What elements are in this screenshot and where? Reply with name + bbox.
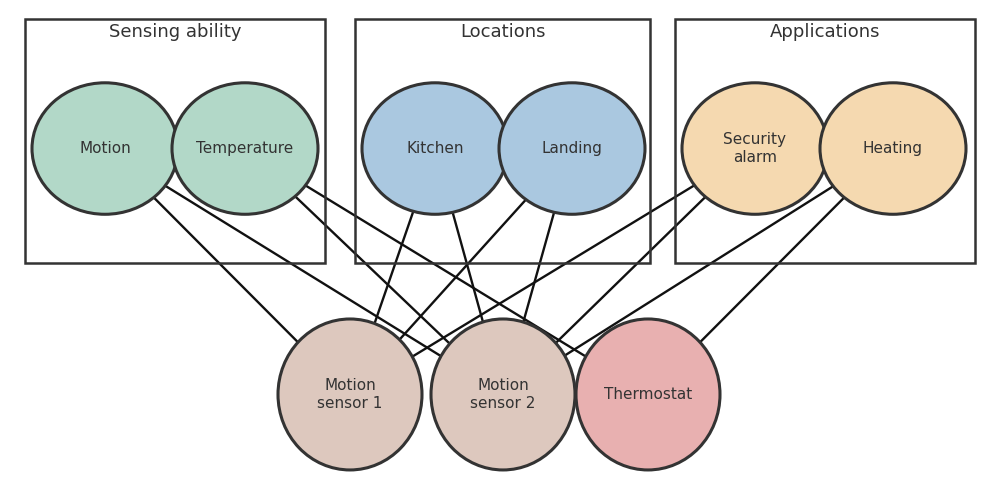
- Text: Motion
sensor 1: Motion sensor 1: [317, 378, 383, 411]
- Text: Temperature: Temperature: [196, 141, 294, 156]
- Ellipse shape: [499, 83, 645, 214]
- Text: Sensing ability: Sensing ability: [109, 23, 241, 40]
- Text: Kitchen: Kitchen: [406, 141, 464, 156]
- Text: Landing: Landing: [542, 141, 602, 156]
- Ellipse shape: [431, 319, 575, 470]
- Ellipse shape: [682, 83, 828, 214]
- Text: Applications: Applications: [770, 23, 880, 40]
- Ellipse shape: [278, 319, 422, 470]
- Text: Thermostat: Thermostat: [604, 387, 692, 402]
- Ellipse shape: [32, 83, 178, 214]
- Text: Locations: Locations: [460, 23, 546, 40]
- Ellipse shape: [362, 83, 508, 214]
- Ellipse shape: [172, 83, 318, 214]
- Ellipse shape: [820, 83, 966, 214]
- Ellipse shape: [576, 319, 720, 470]
- Text: Motion
sensor 2: Motion sensor 2: [470, 378, 536, 411]
- Text: Motion: Motion: [79, 141, 131, 156]
- Text: Security
alarm: Security alarm: [724, 132, 786, 165]
- Text: Heating: Heating: [863, 141, 923, 156]
